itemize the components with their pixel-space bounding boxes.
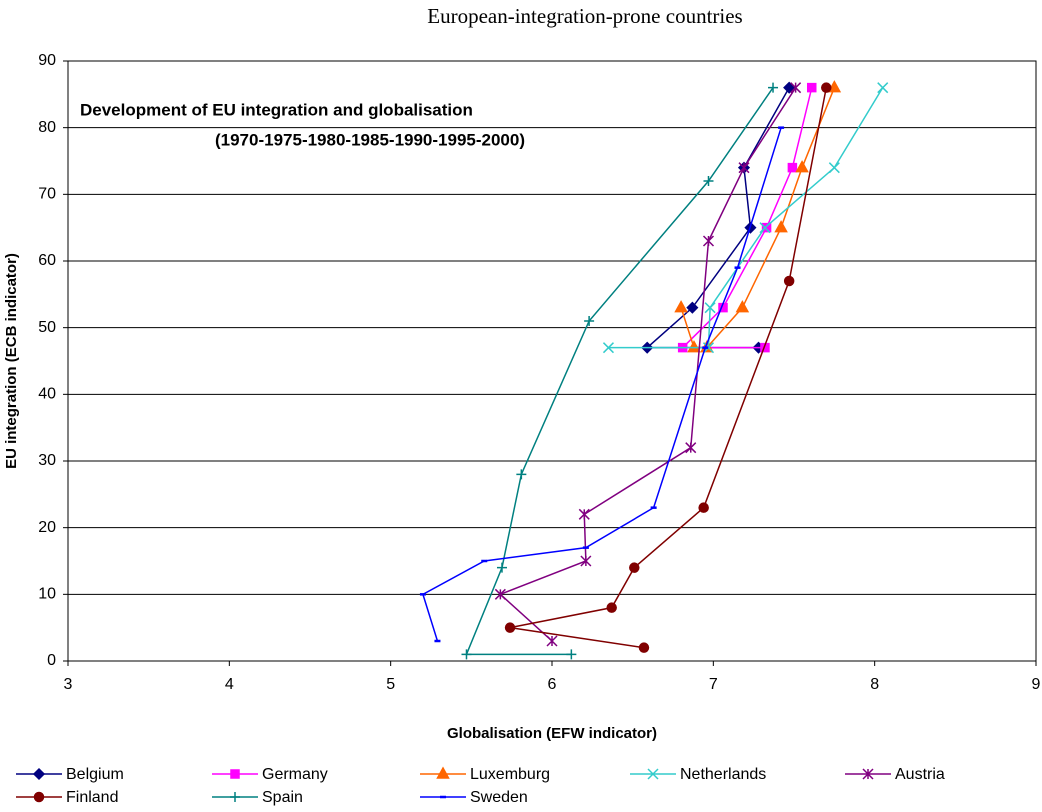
series-line xyxy=(509,87,828,649)
point xyxy=(674,300,688,313)
point xyxy=(494,588,506,600)
legend-label: Belgium xyxy=(66,766,124,783)
point xyxy=(698,502,709,513)
y-tick-label: 20 xyxy=(38,519,56,536)
point xyxy=(783,81,796,94)
point xyxy=(790,82,802,94)
legend-label: Germany xyxy=(262,766,328,783)
y-tick-label: 60 xyxy=(38,252,56,269)
x-tick-label: 5 xyxy=(386,676,395,693)
y-tick-label: 80 xyxy=(38,119,56,136)
plot-area xyxy=(67,60,1037,662)
point xyxy=(703,176,714,186)
legend-label: Luxemburg xyxy=(470,766,550,783)
chart-title: European-integration-prone countries xyxy=(427,4,742,28)
point xyxy=(768,82,779,93)
point xyxy=(685,442,697,454)
legend-marker xyxy=(647,768,659,780)
x-tick-label: 6 xyxy=(548,676,557,693)
point xyxy=(584,316,595,326)
x-tick-label: 4 xyxy=(225,676,234,693)
x-tick-label: 9 xyxy=(1032,676,1041,693)
point xyxy=(877,82,889,94)
point xyxy=(759,222,771,234)
series-line xyxy=(680,87,836,349)
point xyxy=(606,602,617,613)
point xyxy=(783,275,795,287)
point xyxy=(821,82,832,93)
annotation: (1970-1975-1980-1985-1990-1995-2000) xyxy=(215,130,525,149)
x-tick-label: 3 xyxy=(64,676,73,693)
x-axis-label: Globalisation (EFW indicator) xyxy=(447,725,657,742)
x-tick-label: 8 xyxy=(870,676,879,693)
point xyxy=(687,340,701,353)
point xyxy=(686,301,699,314)
y-tick-label: 40 xyxy=(38,386,56,403)
point xyxy=(629,562,640,573)
legend-label: Netherlands xyxy=(680,766,766,783)
point xyxy=(828,162,840,174)
legend-label: Spain xyxy=(262,789,303,806)
point xyxy=(580,555,592,567)
legend-marker xyxy=(33,791,45,803)
legend-label: Austria xyxy=(895,766,945,783)
legend-label: Sweden xyxy=(470,789,528,806)
series-line xyxy=(645,87,790,349)
point xyxy=(738,162,750,174)
annotation: Development of EU integration and global… xyxy=(80,100,473,119)
point xyxy=(806,82,817,93)
legend-marker xyxy=(230,792,240,802)
point xyxy=(787,162,798,173)
series-line xyxy=(498,87,797,642)
legend-marker xyxy=(230,769,240,779)
series-line xyxy=(422,127,782,642)
point xyxy=(704,302,716,314)
y-axis-label: EU integration (ECB indicator) xyxy=(3,253,20,469)
y-tick-label: 70 xyxy=(38,186,56,203)
point xyxy=(516,469,527,480)
y-tick-label: 10 xyxy=(38,586,56,603)
y-tick-label: 30 xyxy=(38,452,56,469)
point xyxy=(795,160,809,173)
point xyxy=(546,635,558,647)
y-tick-label: 90 xyxy=(38,52,56,69)
legend-marker xyxy=(862,768,874,780)
point xyxy=(578,508,590,520)
point xyxy=(504,622,516,633)
point xyxy=(566,649,577,660)
point xyxy=(774,220,788,233)
point xyxy=(735,300,750,313)
legend-label: Finland xyxy=(66,789,118,806)
x-tick-label: 7 xyxy=(709,676,718,693)
y-tick-label: 50 xyxy=(38,319,56,336)
point xyxy=(496,562,507,573)
legend-marker xyxy=(32,767,46,781)
legend-marker xyxy=(436,766,450,779)
point xyxy=(702,235,715,247)
series-line xyxy=(465,87,774,656)
point xyxy=(827,80,842,93)
point xyxy=(461,649,472,660)
y-tick-label: 0 xyxy=(47,652,56,669)
point xyxy=(602,342,614,354)
point xyxy=(638,642,650,653)
point xyxy=(702,342,715,354)
